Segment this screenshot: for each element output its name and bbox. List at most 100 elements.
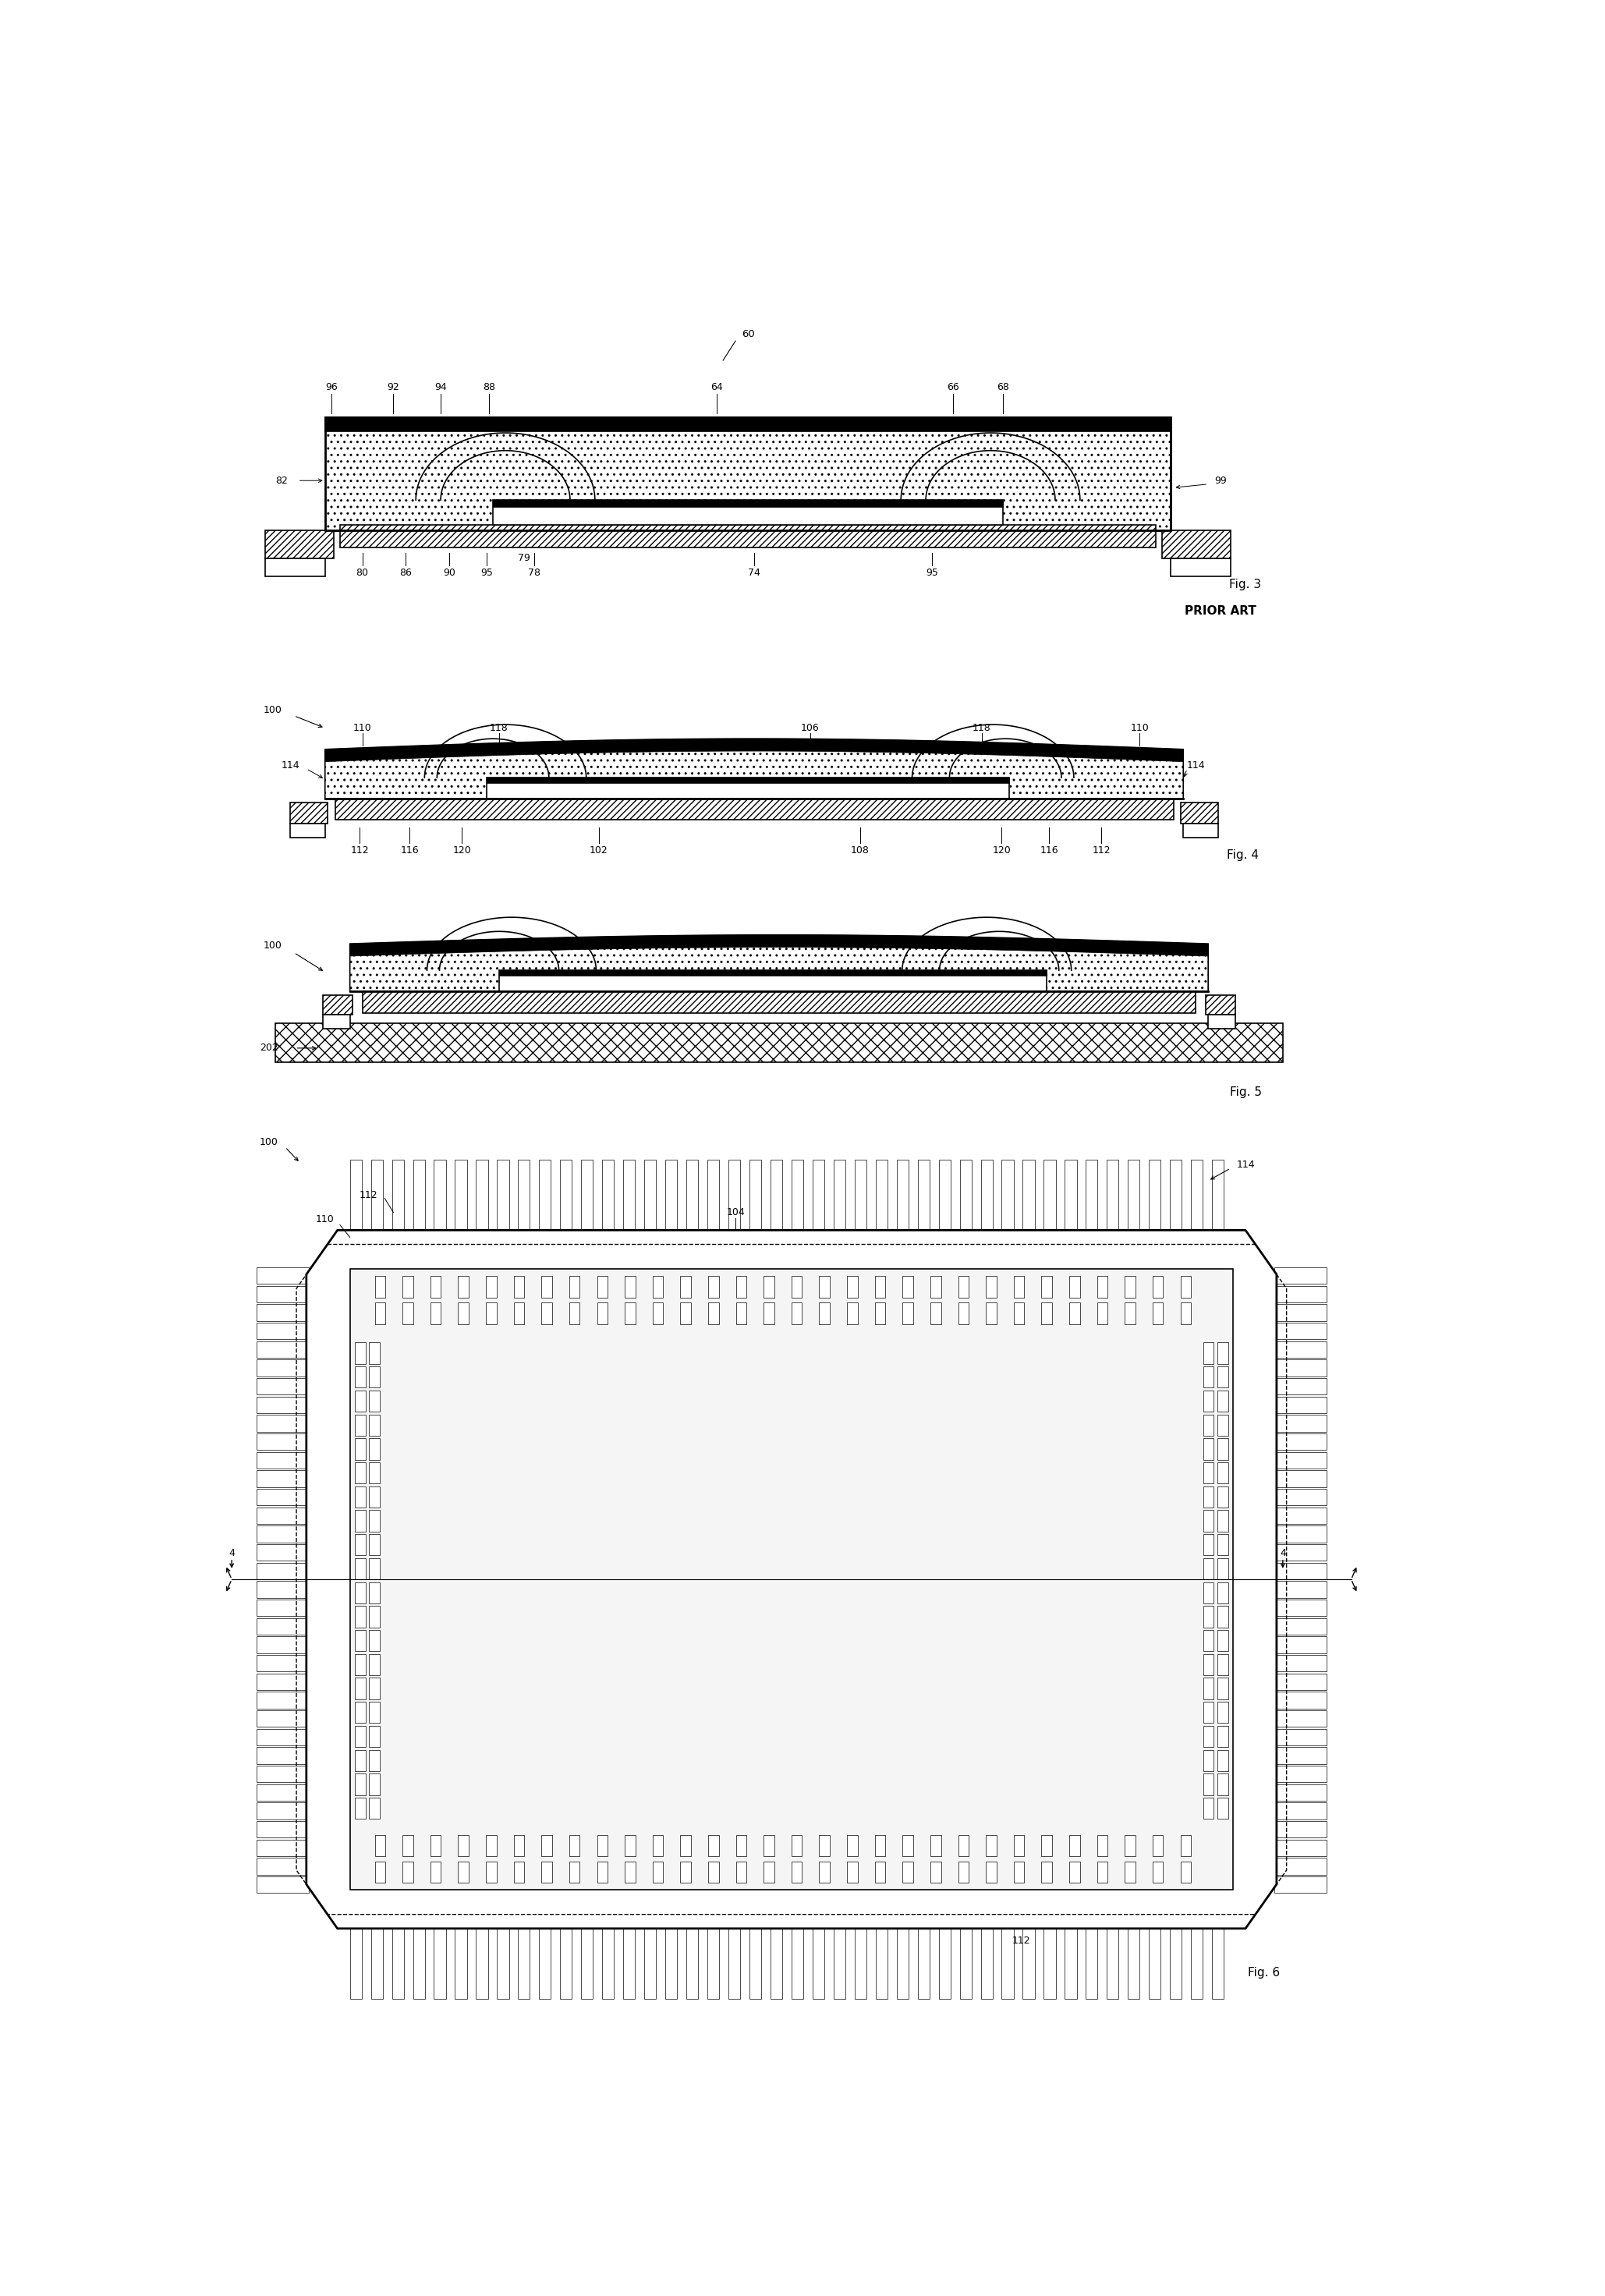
Bar xyxy=(1274,1341,1326,1357)
Bar xyxy=(1125,1277,1135,1297)
Bar xyxy=(1069,1835,1080,1855)
Bar xyxy=(369,1486,380,1508)
Text: 116: 116 xyxy=(1040,845,1058,854)
Bar xyxy=(1274,1469,1326,1488)
Text: 114: 114 xyxy=(1236,1159,1255,1171)
Bar xyxy=(257,1876,308,1894)
Bar xyxy=(791,1862,802,1883)
Bar xyxy=(1022,1924,1035,2000)
Bar xyxy=(1274,1414,1326,1433)
Bar xyxy=(1218,1414,1228,1435)
Bar xyxy=(653,1302,663,1325)
Polygon shape xyxy=(350,934,1209,992)
Bar xyxy=(374,1862,385,1883)
Bar xyxy=(960,1159,971,1233)
Bar xyxy=(1209,1015,1236,1029)
Bar xyxy=(708,1159,719,1233)
Bar xyxy=(1152,1302,1164,1325)
Text: 116: 116 xyxy=(478,1247,496,1256)
Text: Fig. 3: Fig. 3 xyxy=(1229,579,1262,590)
Bar xyxy=(486,1302,496,1325)
Bar xyxy=(541,1277,552,1297)
Bar xyxy=(1043,1159,1056,1233)
Bar xyxy=(1274,1304,1326,1320)
Bar xyxy=(518,1159,530,1233)
Bar xyxy=(737,1862,746,1883)
Bar xyxy=(257,1600,308,1616)
Bar xyxy=(430,1277,441,1297)
Text: 120: 120 xyxy=(687,1777,705,1786)
Text: 95: 95 xyxy=(480,567,493,579)
Text: 102: 102 xyxy=(589,845,608,854)
Bar xyxy=(498,1924,509,2000)
Bar xyxy=(1274,1619,1326,1635)
Bar xyxy=(1274,1839,1326,1855)
Bar xyxy=(1098,1277,1107,1297)
Bar xyxy=(902,1862,913,1883)
Bar xyxy=(486,778,1010,783)
Bar xyxy=(499,971,1046,992)
Bar xyxy=(1218,1775,1228,1795)
Text: 100: 100 xyxy=(263,705,282,716)
Bar xyxy=(541,1835,552,1855)
Bar xyxy=(374,1302,385,1325)
Bar xyxy=(1180,1835,1191,1855)
Text: 122: 122 xyxy=(727,1894,745,1903)
Bar xyxy=(854,1159,867,1233)
Text: 64: 64 xyxy=(711,381,722,393)
Bar xyxy=(257,1766,308,1782)
Bar xyxy=(653,1277,663,1297)
Bar xyxy=(514,1862,525,1883)
Bar xyxy=(560,1159,571,1233)
Bar xyxy=(931,1835,941,1855)
Text: 120: 120 xyxy=(453,845,472,854)
Bar xyxy=(764,1835,774,1855)
Bar xyxy=(1180,1862,1191,1883)
Bar xyxy=(265,558,324,576)
Text: 202: 202 xyxy=(260,1042,278,1054)
Bar xyxy=(493,501,1003,507)
Bar xyxy=(1274,1802,1326,1818)
Bar xyxy=(369,1653,380,1676)
Bar xyxy=(876,1159,888,1233)
Bar xyxy=(958,1835,969,1855)
Bar xyxy=(369,1701,380,1722)
Bar xyxy=(1204,1607,1213,1628)
Bar xyxy=(1274,1506,1326,1525)
Bar xyxy=(369,1437,380,1460)
Bar xyxy=(257,1711,308,1727)
Bar xyxy=(1274,1729,1326,1745)
Bar xyxy=(1218,1701,1228,1722)
Text: 120: 120 xyxy=(526,1256,546,1267)
Bar xyxy=(291,824,324,838)
Text: 99: 99 xyxy=(1215,475,1226,487)
Bar xyxy=(1274,1378,1326,1394)
Bar xyxy=(708,1835,719,1855)
Bar xyxy=(1098,1302,1107,1325)
Bar xyxy=(1042,1862,1051,1883)
Bar xyxy=(770,1159,782,1233)
Bar xyxy=(819,1277,830,1297)
Bar xyxy=(457,1835,469,1855)
Bar xyxy=(581,1924,592,2000)
Bar xyxy=(324,418,1172,530)
Bar xyxy=(1098,1835,1107,1855)
Bar xyxy=(1274,1655,1326,1671)
Bar xyxy=(750,1159,761,1233)
Bar xyxy=(1204,1437,1213,1460)
Bar xyxy=(257,1655,308,1671)
Text: 116: 116 xyxy=(984,1449,1002,1460)
Bar xyxy=(374,1835,385,1855)
Bar xyxy=(875,1862,886,1883)
Bar xyxy=(918,1159,929,1233)
Bar xyxy=(1274,1637,1326,1653)
Text: 95: 95 xyxy=(926,567,939,579)
Bar xyxy=(355,1559,366,1580)
Bar xyxy=(412,1924,425,2000)
Bar xyxy=(355,1534,366,1554)
Bar xyxy=(1204,1678,1213,1699)
Bar xyxy=(597,1835,608,1855)
Bar xyxy=(1128,1924,1140,2000)
Bar xyxy=(1218,1727,1228,1747)
Bar xyxy=(687,1159,698,1233)
